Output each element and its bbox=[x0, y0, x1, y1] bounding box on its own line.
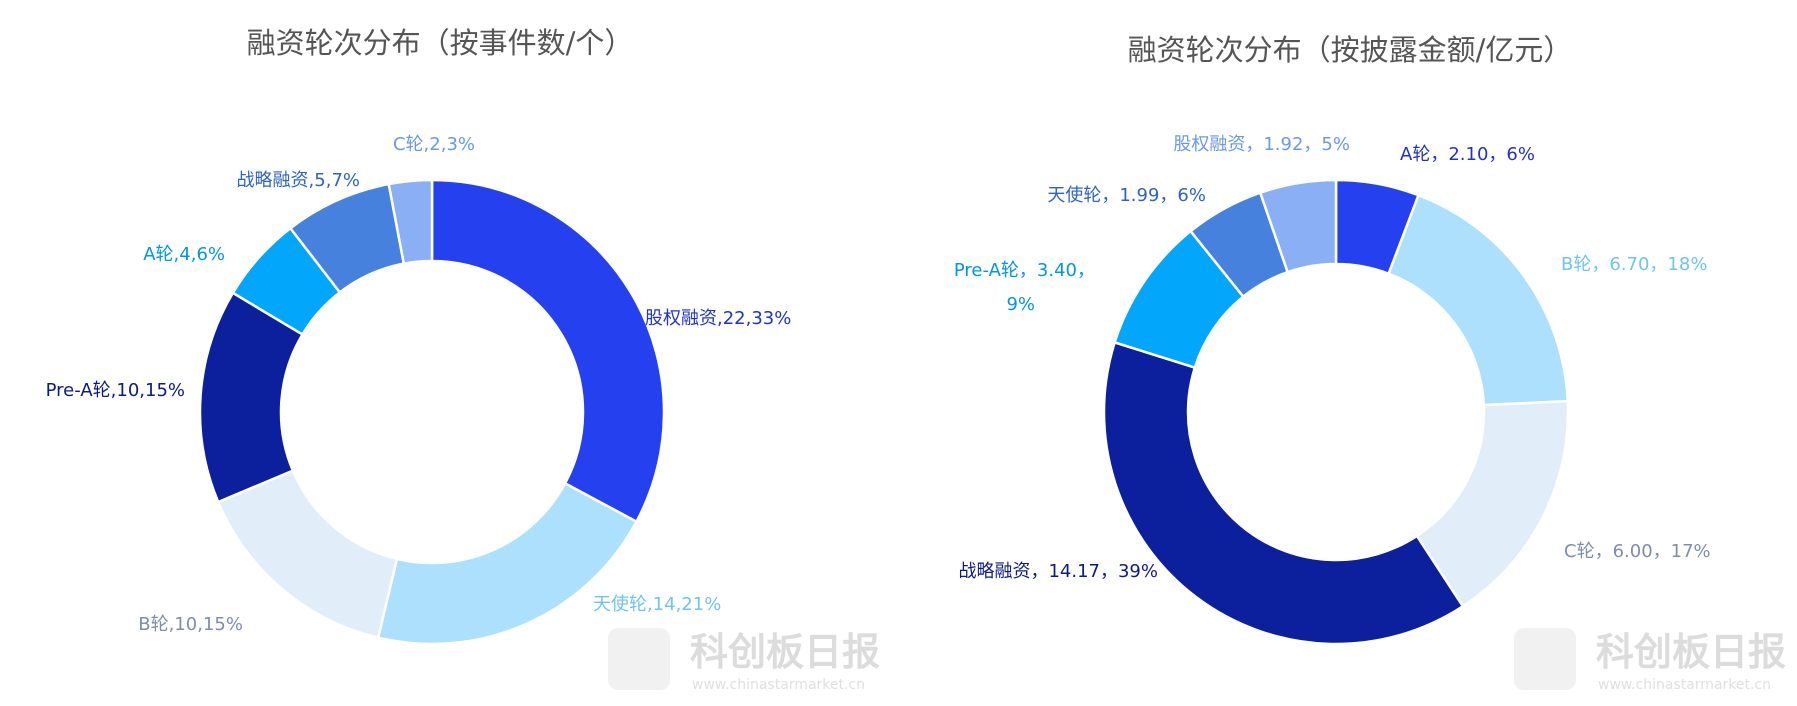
pie-slice bbox=[1102, 340, 1465, 646]
watermark-brand: 科创板日报 bbox=[1596, 630, 1786, 674]
pie-slice bbox=[387, 178, 434, 266]
slice-label: 天使轮,14,21% bbox=[593, 594, 721, 615]
slice-label: C轮,2,3% bbox=[393, 134, 475, 155]
slice-label: B轮,10,15% bbox=[138, 614, 243, 635]
slice-label: A轮，2.10，6% bbox=[1400, 144, 1535, 165]
slice-label: 战略融资,5,7% bbox=[237, 170, 360, 191]
chart-title: 融资轮次分布（按事件数/个） bbox=[247, 26, 634, 60]
pie-slice bbox=[376, 481, 639, 646]
slice-label: 股权融资,22,33% bbox=[645, 308, 791, 329]
slice-label: B轮，6.70，18% bbox=[1561, 254, 1707, 275]
watermark-right: 科创板日报 www.chinastarmarket.cn bbox=[1514, 628, 1786, 693]
watermark-logo-icon bbox=[608, 628, 670, 690]
pie-slice bbox=[1258, 178, 1338, 274]
chart-title: 融资轮次分布（按披露金额/亿元） bbox=[1128, 33, 1573, 67]
watermark-url: www.chinastarmarket.cn bbox=[1598, 677, 1771, 693]
watermark-brand: 科创板日报 bbox=[690, 630, 880, 674]
slice-label: 天使轮，1.99，6% bbox=[1047, 185, 1206, 206]
slice-label: Pre-A轮,10,15% bbox=[46, 380, 185, 401]
slice-label: A轮,4,6% bbox=[143, 244, 225, 265]
chart-by-amount: 融资轮次分布（按披露金额/亿元） A轮，2.10，6% B轮，6.70，18% C轮，… bbox=[954, 33, 1711, 646]
slice-label: Pre-A轮，3.40， 9% bbox=[954, 260, 1095, 315]
slice-label-line: 9% bbox=[1006, 294, 1035, 315]
watermark-left: 科创板日报 www.chinastarmarket.cn bbox=[608, 628, 880, 693]
pie-slice bbox=[1387, 193, 1570, 407]
pie-slice bbox=[430, 178, 666, 524]
slice-label-line: Pre-A轮，3.40， bbox=[954, 260, 1095, 281]
watermark-url: www.chinastarmarket.cn bbox=[692, 677, 865, 693]
pie-slice bbox=[216, 468, 399, 640]
slice-label: 战略融资，14.17，39% bbox=[958, 561, 1158, 582]
slice-label: 股权融资，1.92，5% bbox=[1173, 134, 1350, 155]
watermark-logo-icon bbox=[1514, 628, 1576, 690]
chart-by-event-count: 融资轮次分布（按事件数/个） 股权融资,22,33% 天使轮,14,21% B轮,10… bbox=[46, 26, 791, 646]
slice-label: C轮，6.00，17% bbox=[1564, 541, 1711, 562]
